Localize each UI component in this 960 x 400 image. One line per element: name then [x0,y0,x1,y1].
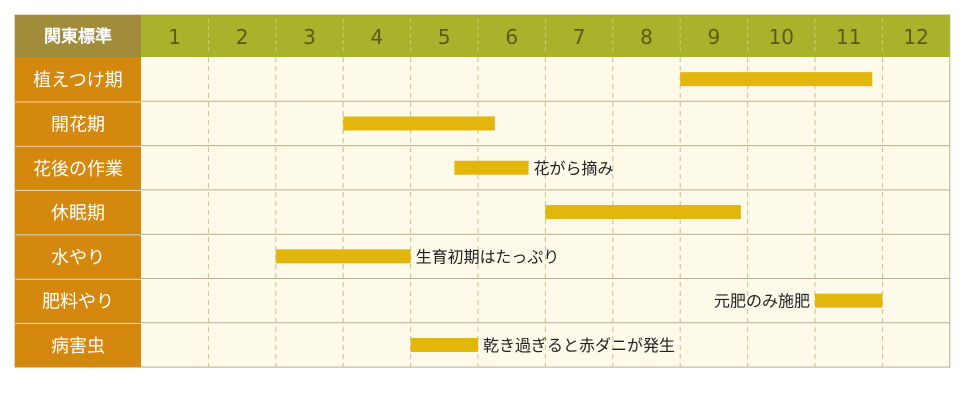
task-bar [454,160,529,175]
task-bar [343,116,495,131]
month-tick-label: 8 [640,25,653,49]
month-tick-label: 3 [303,25,316,49]
month-tick-label: 9 [708,25,721,49]
row-label-cell [15,190,141,235]
row-label: 開花期 [51,114,105,135]
row-label: 病害虫 [51,336,105,357]
row-label: 水やり [51,247,105,268]
month-tick-label: 2 [236,25,249,49]
month-tick-label: 12 [903,25,928,49]
task-bar [680,72,873,87]
month-tick-label: 1 [168,25,181,49]
month-tick-label: 6 [505,25,518,49]
row-label: 植えつけ期 [33,70,122,91]
row-label-cell [15,235,141,279]
month-header: 関東標準 1 2 3 4 5 6 7 8 9 10 11 12 [15,15,950,57]
task-bars [275,72,883,352]
month-tick-label: 5 [438,25,451,49]
row-label-cell [15,146,141,190]
task-bar [275,249,411,264]
row-label: 肥料やり [42,292,114,313]
row-label: 休眠期 [51,203,105,224]
corner-cell [15,15,141,57]
row-label-cell [15,102,141,146]
corner-label: 関東標準 [44,26,112,47]
bar-note: 生育初期はたっぷり [416,247,560,266]
task-bar [410,337,478,352]
row-label-cell [15,279,141,323]
task-bar [545,205,741,220]
bar-note: 元肥のみ施肥 [714,292,810,311]
month-tick-label: 10 [769,25,794,49]
month-tick-label: 4 [371,25,384,49]
month-tick-label: 7 [573,25,586,49]
bar-note: 花がら摘み [534,159,614,178]
row-label-cell [15,57,141,102]
row-label: 花後の作業 [33,159,123,180]
bar-note: 乾き過ぎると赤ダニが発生 [483,336,675,355]
task-bar [815,293,883,308]
row-label-cell [15,323,141,368]
month-tick-label: 11 [836,25,861,49]
